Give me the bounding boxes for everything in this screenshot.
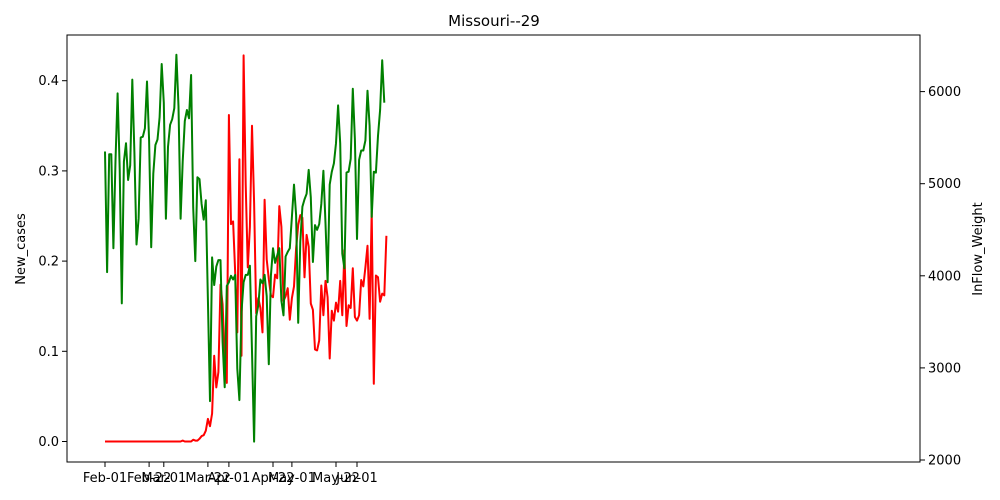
x-tick-label: Mar-01	[141, 471, 186, 486]
x-tick-label: Apr-01	[207, 471, 250, 486]
x-tick-label: Mar-22	[185, 471, 230, 486]
left-tick-label: 0.0	[38, 435, 59, 450]
series-line-inflow-weight	[104, 53, 386, 443]
right-axis: 2000 3000 4000 5000 6000	[920, 85, 961, 469]
x-tick-label: Feb-01	[83, 471, 127, 486]
x-tick-label: May-22	[312, 471, 360, 486]
right-tick-label: 4000	[928, 269, 961, 284]
series-line-new-cases	[105, 54, 388, 443]
left-axis: 0.0 0.1 0.2 0.3 0.4	[38, 74, 67, 450]
x-tick-label: Feb-22	[127, 471, 171, 486]
left-tick-label: 0.4	[38, 74, 59, 89]
left-tick-label: 0.2	[38, 255, 59, 270]
right-tick-label: 6000	[928, 85, 961, 100]
left-tick-label: 0.1	[38, 345, 59, 360]
right-tick-label: 5000	[928, 177, 961, 192]
x-tick-label: Apr-22	[252, 471, 295, 486]
plot-frame	[66, 34, 921, 463]
left-tick-label: 0.3	[38, 164, 59, 179]
x-tick-label: May-01	[268, 471, 316, 486]
right-tick-label: 3000	[928, 361, 961, 376]
left-axis-label: New_cases	[14, 213, 29, 285]
right-tick-label: 2000	[928, 454, 961, 469]
right-axis-label: InFlow_Weight	[971, 202, 986, 296]
chart-title: Missouri--29	[448, 12, 540, 30]
x-tick-label: Jun-01	[335, 471, 378, 486]
series-layer	[104, 53, 388, 443]
